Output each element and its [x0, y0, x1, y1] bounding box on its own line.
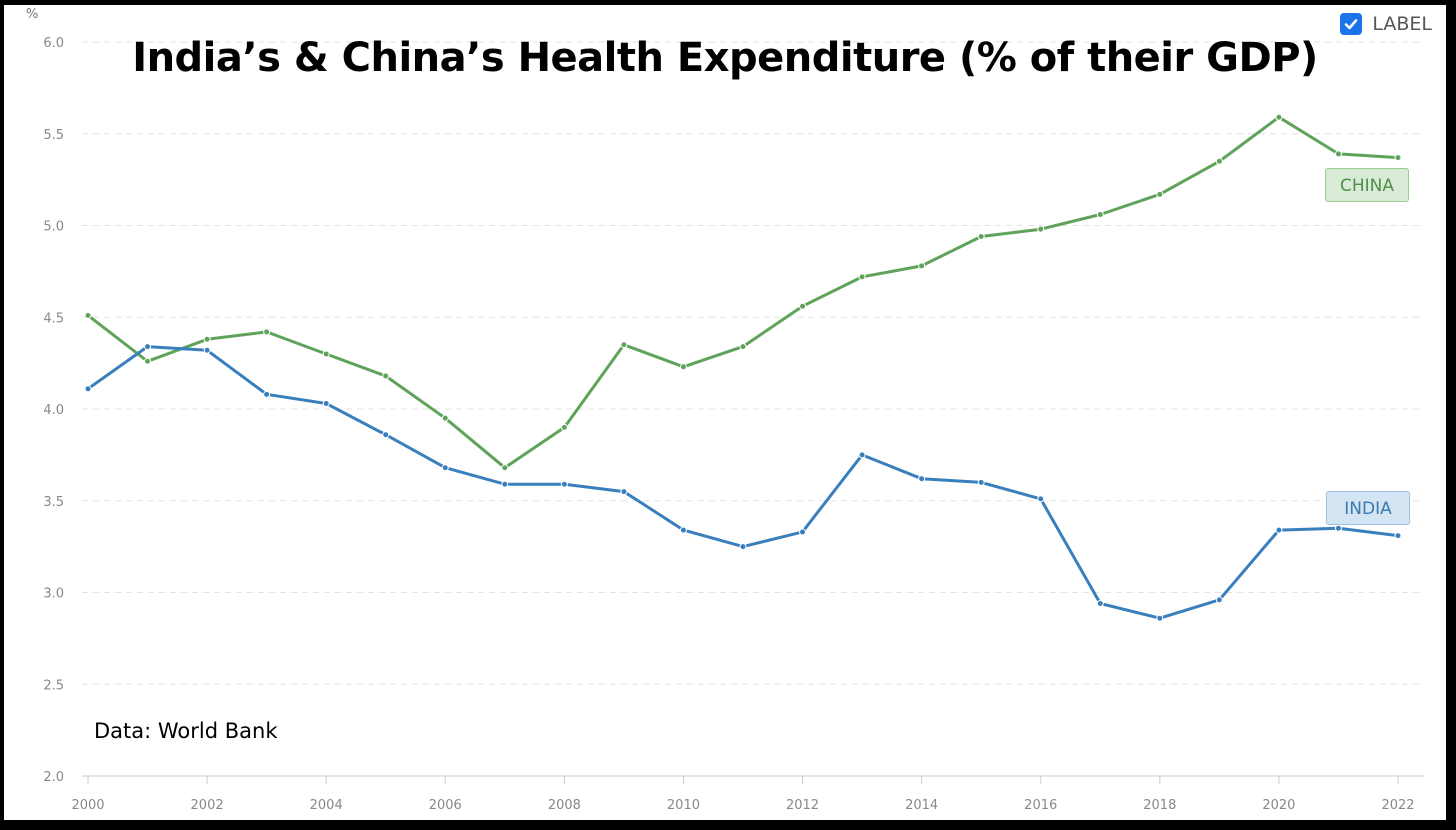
data-point-india: [560, 480, 568, 488]
x-tick-label: 2012: [786, 798, 819, 813]
data-point-china: [560, 423, 568, 431]
data-point-china: [679, 363, 687, 371]
data-point-india: [1334, 524, 1342, 532]
label-toggle[interactable]: LABEL: [1340, 13, 1432, 35]
x-tick-label: 2022: [1381, 798, 1414, 813]
data-point-china: [1275, 113, 1283, 121]
data-point-india: [977, 478, 985, 486]
data-source-note: Data: World Bank: [94, 719, 278, 743]
data-point-china: [1334, 150, 1342, 158]
data-point-china: [739, 343, 747, 351]
y-tick-label: 6.0: [43, 36, 64, 51]
data-point-china: [1096, 210, 1104, 218]
series-label-india: INDIA: [1326, 491, 1410, 525]
y-tick-label: 5.5: [43, 128, 64, 143]
gridlines: [82, 41, 1424, 777]
data-point-india: [1096, 600, 1104, 608]
axes: 2.0 2.5 3.0 3.5 4.0 4.5 5.0 5.5 6.0 2000 2002 2004 2…: [43, 36, 1414, 813]
data-point-india: [1156, 614, 1164, 622]
data-point-india: [620, 488, 628, 496]
x-tick-label: 2000: [71, 798, 104, 813]
y-tick-label: 3.5: [43, 495, 64, 510]
line-chart: 2.0 2.5 3.0 3.5 4.0 4.5 5.0 5.5 6.0 2000 2002 2004 2…: [26, 7, 1424, 813]
data-point-india: [1275, 526, 1283, 534]
data-point-india: [382, 431, 390, 439]
x-tick-label: 2014: [905, 798, 938, 813]
data-point-india: [679, 526, 687, 534]
data-point-china: [858, 273, 866, 281]
y-tick-label: 2.5: [43, 678, 64, 693]
data-point-china: [1037, 225, 1045, 233]
data-point-china: [1394, 154, 1402, 162]
y-tick-label: 4.5: [43, 311, 64, 326]
y-tick-label: 5.0: [43, 220, 64, 235]
data-point-china: [977, 233, 985, 241]
data-point-india: [799, 528, 807, 536]
data-point-china: [918, 262, 926, 270]
series-lines: [84, 113, 1402, 622]
data-point-china: [382, 372, 390, 380]
data-point-india: [739, 543, 747, 551]
x-tick-label: 2018: [1143, 798, 1176, 813]
x-tick-label: 2016: [1024, 798, 1057, 813]
data-point-india: [501, 480, 509, 488]
x-tick-label: 2020: [1262, 798, 1295, 813]
data-point-india: [1215, 596, 1223, 604]
data-point-india: [1394, 532, 1402, 540]
chart-title: India’s & China’s Health Expenditure (% …: [132, 35, 1318, 81]
x-tick-label: 2006: [429, 798, 462, 813]
y-tick-label: 3.0: [43, 587, 64, 602]
data-point-china: [799, 302, 807, 310]
data-point-china: [322, 350, 330, 358]
data-point-india: [441, 464, 449, 472]
data-point-india: [1037, 495, 1045, 503]
data-point-india: [263, 390, 271, 398]
data-point-india: [858, 451, 866, 459]
data-point-india: [84, 385, 92, 393]
series-line-china: [86, 115, 1400, 470]
data-point-china: [263, 328, 271, 336]
label-checkbox[interactable]: [1340, 13, 1363, 35]
x-tick-label: 2002: [191, 798, 224, 813]
data-point-china: [620, 341, 628, 349]
series-line-india: [86, 345, 1400, 620]
y-axis-unit-label: %: [26, 7, 38, 22]
data-point-india: [144, 343, 152, 351]
data-point-china: [84, 311, 92, 319]
data-point-china: [501, 464, 509, 472]
checkmark-icon: [1345, 19, 1358, 30]
data-point-china: [1156, 190, 1164, 198]
label-toggle-text: LABEL: [1372, 13, 1432, 35]
chart-frame: 2.0 2.5 3.0 3.5 4.0 4.5 5.0 5.5 6.0 2000 2002 2004 2…: [4, 5, 1446, 820]
x-tick-label: 2010: [667, 798, 700, 813]
data-point-china: [144, 357, 152, 365]
series-label-china: CHINA: [1325, 168, 1409, 202]
data-point-india: [203, 346, 211, 354]
y-tick-label: 4.0: [43, 403, 64, 418]
data-point-india: [322, 399, 330, 407]
data-point-china: [441, 414, 449, 422]
data-point-china: [1215, 157, 1223, 165]
x-tick-label: 2004: [310, 798, 343, 813]
y-tick-label: 2.0: [43, 770, 64, 785]
data-point-india: [918, 475, 926, 483]
data-point-china: [203, 335, 211, 343]
x-tick-label: 2008: [548, 798, 581, 813]
